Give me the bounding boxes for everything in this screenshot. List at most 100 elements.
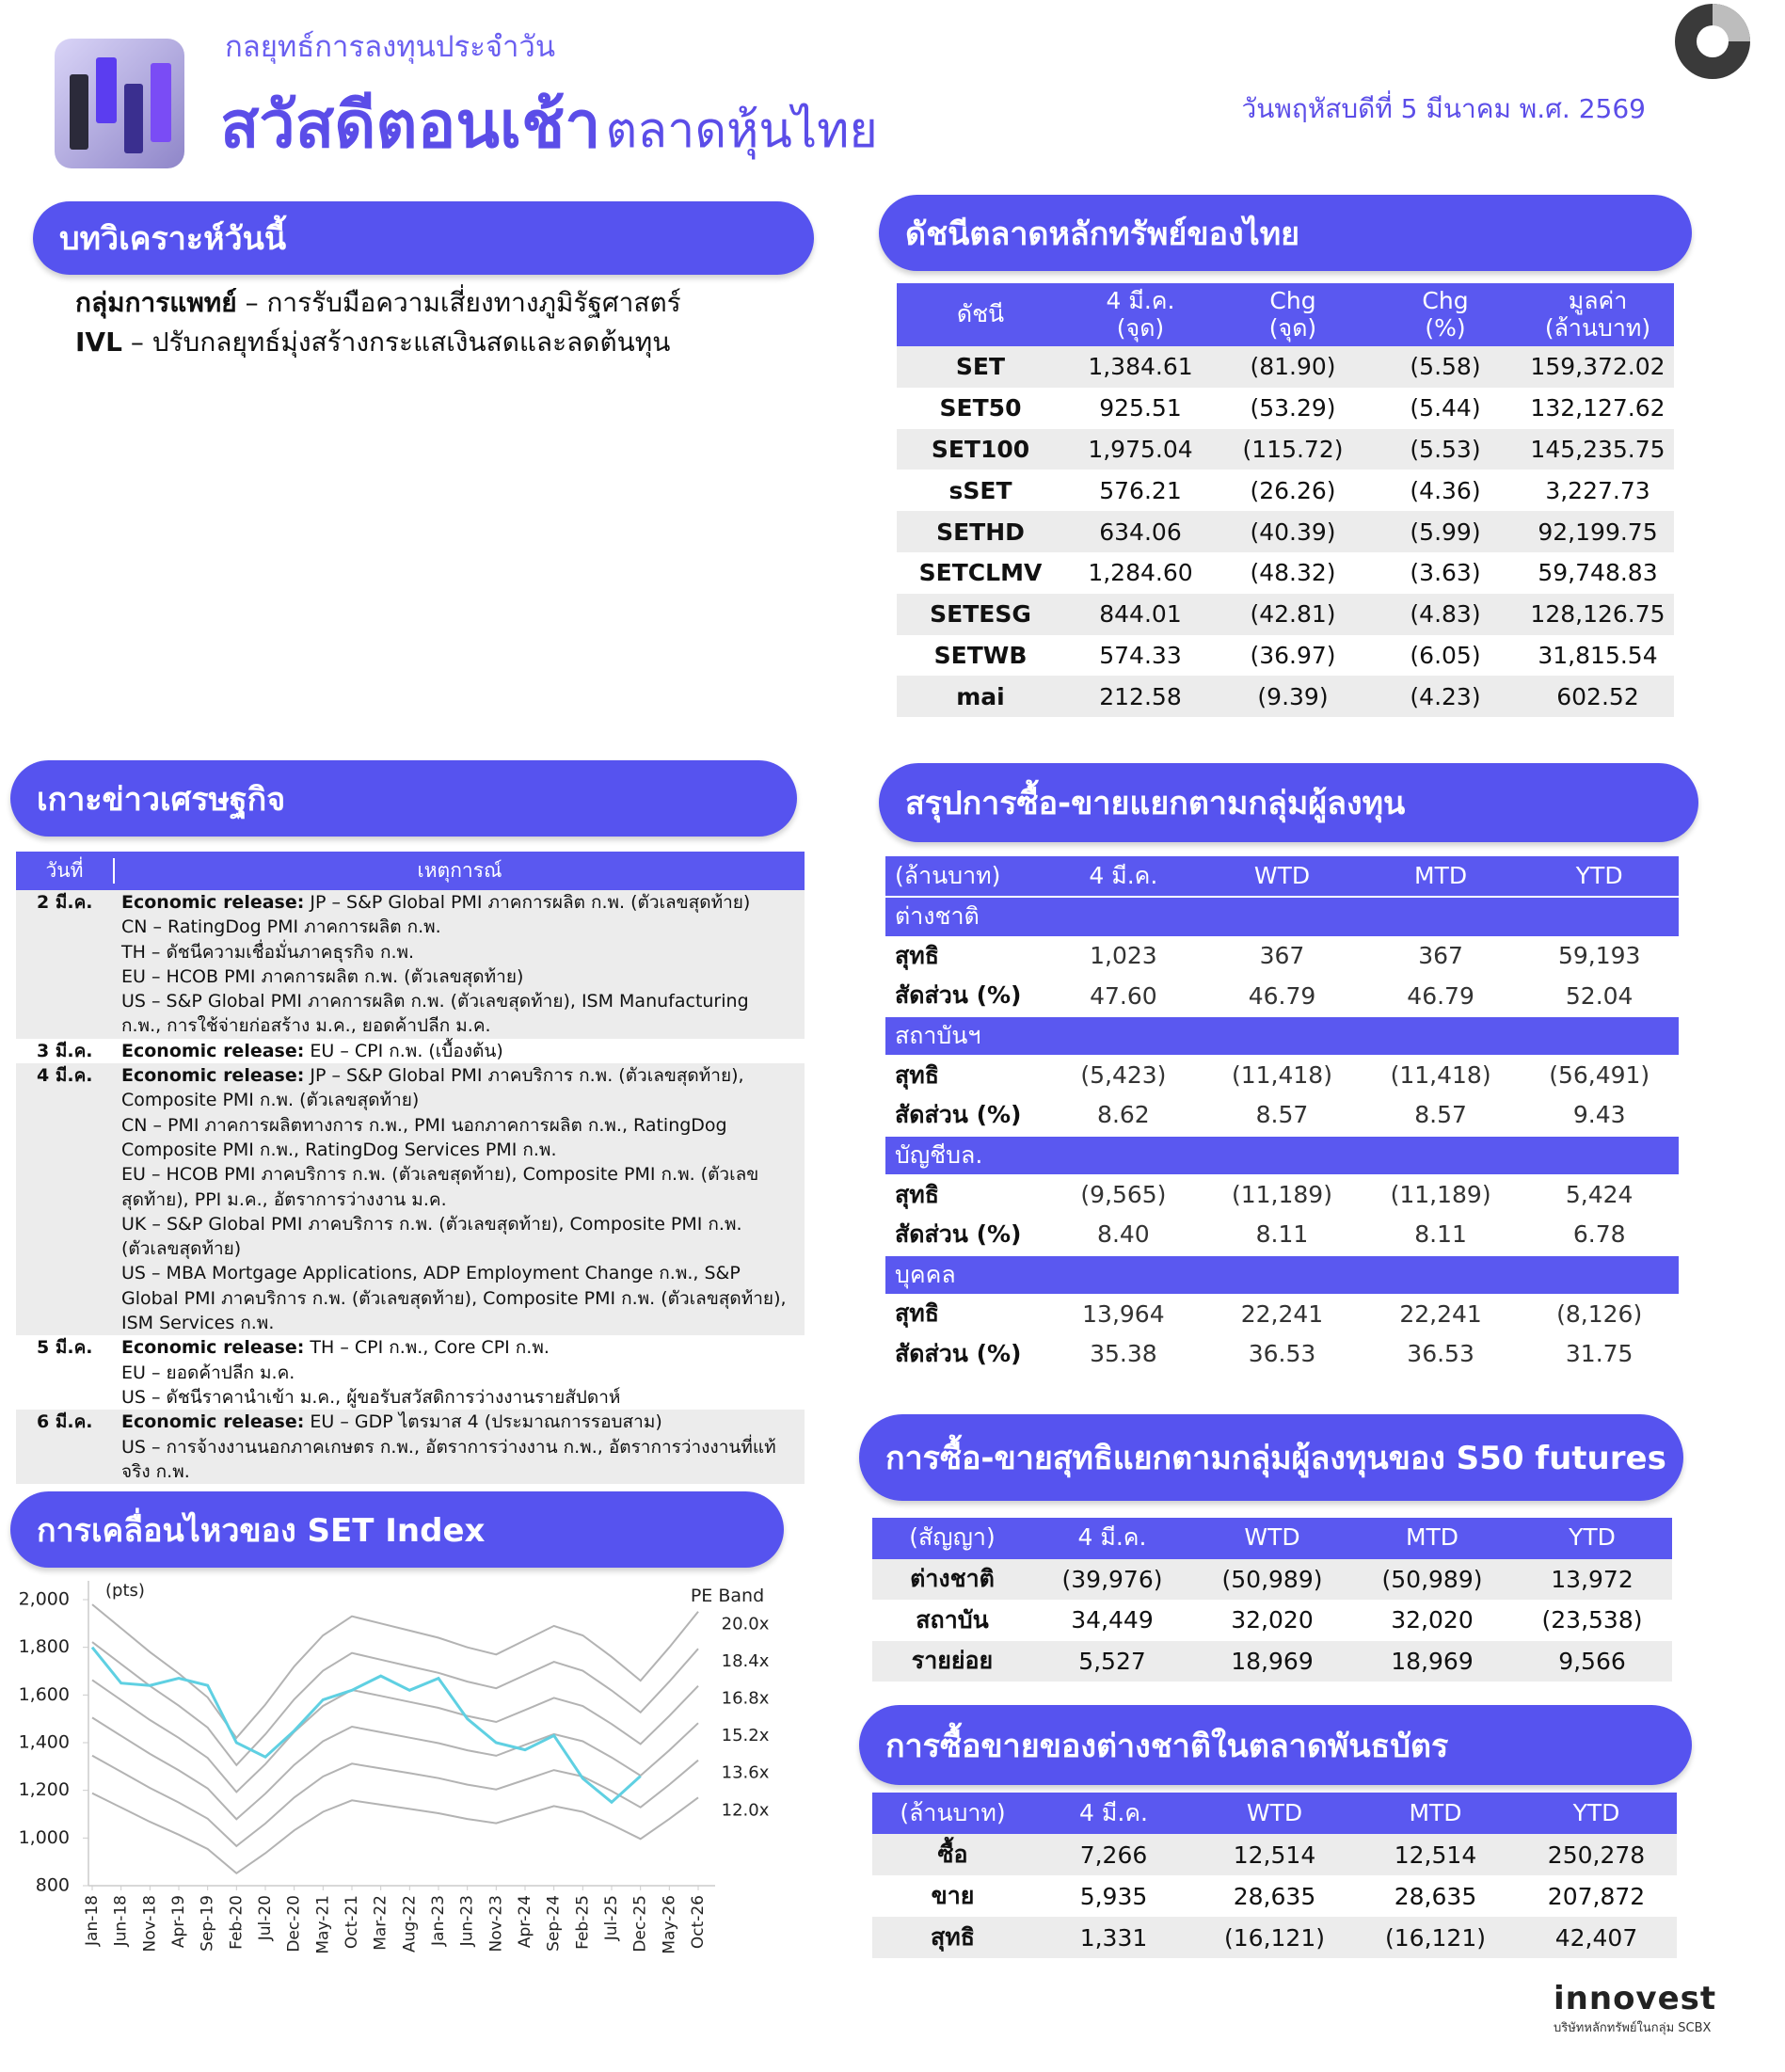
economy-event: US – ดัชนีราคานำเข้า ม.ค., ผู้ขอรับสวัสด… (121, 1385, 789, 1410)
table-cell: YTD (1512, 1518, 1672, 1559)
table-cell: (16,121) (1194, 1917, 1355, 1958)
brand: innovest (1554, 1980, 1717, 2017)
table-cell: 7,266 (1033, 1834, 1194, 1875)
table-cell: 3,227.73 (1545, 476, 1650, 504)
table-cell: SET100 (897, 428, 1064, 470)
pe-band-line (91, 1754, 699, 1848)
column-header: Chg (1422, 286, 1469, 314)
x-tick-label: Jul-25 (602, 1895, 621, 1941)
table-cell: 8.57 (1255, 1101, 1309, 1129)
index-line (90, 1646, 642, 1805)
economy-row: 2 มี.ค. Economic release: JP – S&P Global… (16, 890, 805, 1039)
economy-event-text: EU – HCOB PMI ภาคการผลิต ก.พ. (ตัวเลขสุด… (121, 965, 524, 987)
pe-band-label: 15.2x (722, 1726, 770, 1745)
pe-band-label: 20.0x (722, 1615, 770, 1634)
table-cell: 18,969 (1192, 1640, 1352, 1682)
table-cell: 1,384.61 (1064, 346, 1217, 388)
table-cell: (4.23) (1369, 676, 1522, 718)
economy-event: UK – S&P Global PMI ภาคบริการ ก.พ. (ตัวเ… (121, 1212, 789, 1262)
x-tick-label: Jun-18 (112, 1895, 131, 1947)
table-cell: 1,023 (1090, 942, 1157, 970)
economy-events: Economic release: JP – S&P Global PMI ภา… (113, 1063, 805, 1335)
table-cell: (8,126) (1556, 1299, 1643, 1328)
x-tick-label: Nov-23 (486, 1895, 505, 1952)
table-cell: (50,989) (1352, 1558, 1512, 1600)
table-cell: sSET (948, 476, 1012, 504)
y-tick-label: 1,600 (19, 1684, 70, 1705)
table-cell: สุทธิ (895, 941, 939, 969)
table-cell: WTD (1194, 1793, 1355, 1834)
analysis-text: – การรับมือความเสี่ยงทางภูมิรัฐศาสตร์ (245, 287, 681, 318)
economy-event: CN – PMI ภาคการผลิตทางการ ก.พ., PMI นอกภ… (121, 1113, 789, 1163)
economy-row: 4 มี.ค. Economic release: JP – S&P Global… (16, 1063, 805, 1336)
economy-event-text: CN – PMI ภาคการผลิตทางการ ก.พ., PMI นอกภ… (121, 1114, 727, 1160)
pe-band-label: 16.8x (722, 1689, 770, 1709)
analysis-item: IVL – ปรับกลยุทธ์มุ่งสร้างกระแสเงินสดและ… (75, 322, 670, 363)
table-cell: 132,127.62 (1530, 394, 1665, 422)
economy-event-text: EU – CPI ก.พ. (เบื้องต้น) (310, 1040, 503, 1061)
table-cell: 159,372.02 (1522, 346, 1674, 388)
table-cell: 35.38 (1090, 1340, 1157, 1368)
subtitle: กลยุทธ์การลงทุนประจำวัน (225, 30, 556, 64)
column-header: เหตุการณ์ (113, 858, 805, 884)
economy-event: US – การจ้างงานนอกภาคเกษตร ก.พ., อัตรากา… (121, 1435, 789, 1485)
section-heading: การซื้อ-ขายสุทธิแยกตามกลุ่มผู้ลงทุนของ S… (859, 1414, 1683, 1501)
y-tick-label: 1,400 (19, 1732, 70, 1753)
table-cell: SETCLMV (918, 559, 1043, 587)
table-cell: (9,565) (1080, 1181, 1167, 1209)
table-cell: (11,189) (1390, 1181, 1491, 1209)
table-cell: 576.21 (1099, 476, 1182, 504)
table-cell: (42.81) (1217, 593, 1369, 635)
table-cell: Chg (%) (1369, 283, 1522, 346)
table-cell: 59,193 (1557, 942, 1641, 970)
table-cell: มูลค่า (ล้านบาท) (1522, 283, 1674, 346)
table-cell: 9,566 (1512, 1640, 1672, 1682)
x-tick-label: Jan-18 (83, 1895, 102, 1947)
table-cell: บุคคล (885, 1254, 1679, 1295)
economy-event-text: US – การจ้างงานนอกภาคเกษตร ก.พ., อัตรากา… (121, 1436, 776, 1482)
pe-band-line (91, 1603, 699, 1740)
table-cell: 8.62 (1097, 1101, 1150, 1129)
column-header: วันที่ (45, 859, 84, 883)
economy-table: วันที่ เหตุการณ์ 2 มี.ค. Economic release: … (16, 852, 805, 1485)
table-cell: (3.63) (1410, 559, 1481, 587)
table-cell: (5.44) (1410, 394, 1481, 422)
table-cell: 32,020 (1231, 1606, 1314, 1634)
table-cell: (48.32) (1250, 559, 1336, 587)
legend-title: PE Band (691, 1586, 764, 1606)
table-cell: 59,748.83 (1538, 559, 1658, 587)
table-cell: สุทธิ (872, 1917, 1033, 1958)
table-cell: 52.04 (1565, 981, 1634, 1010)
table-cell: SET (897, 346, 1064, 388)
table-cell: 250,278 (1516, 1834, 1677, 1875)
table-cell: 207,872 (1547, 1882, 1646, 1910)
table-cell: (81.90) (1217, 346, 1369, 388)
pe-band-label: 12.0x (722, 1800, 770, 1820)
table-cell: 22,241 (1399, 1299, 1482, 1328)
table-cell: WTD (1192, 1518, 1352, 1559)
table-cell: ต่างชาติ (872, 1558, 1032, 1600)
x-tick-label: Jun-23 (458, 1895, 477, 1947)
table-cell: SETESG (897, 593, 1064, 635)
table-cell: 8.11 (1255, 1220, 1309, 1249)
economy-event-text: EU – GDP ไตรมาส 4 (ประมาณการรอบสาม) (310, 1411, 662, 1433)
table-cell: (50,989) (1192, 1558, 1352, 1600)
analysis-topic: กลุ่มการแพทย์ (75, 287, 237, 318)
economy-event-text: JP – S&P Global PMI ภาคบริการ ก.พ. (ตัวเ… (121, 1065, 744, 1111)
column-header: (จุด) (1268, 313, 1317, 342)
table-cell: (115.72) (1217, 428, 1369, 470)
pe-band-label: 13.6x (722, 1763, 770, 1783)
economy-date: 5 มี.ค. (37, 1337, 93, 1359)
table-cell: สัดส่วน (%) (895, 1100, 1022, 1128)
economy-label: Economic release: (121, 1411, 305, 1433)
column-header: (ล้านบาท) (1544, 313, 1651, 342)
table-cell: 28,635 (1233, 1882, 1316, 1910)
table-cell: 34,449 (1071, 1606, 1154, 1634)
table-cell: รายย่อย (872, 1640, 1032, 1682)
x-tick-label: Apr-24 (516, 1895, 534, 1948)
x-tick-label: May-26 (660, 1895, 678, 1954)
table-cell: 128,126.75 (1522, 593, 1674, 635)
column-header: 4 มี.ค. (1106, 286, 1175, 314)
table-cell: 1,284.60 (1088, 559, 1193, 587)
economy-event: Economic release: EU – CPI ก.พ. (เบื้องต… (121, 1039, 789, 1063)
